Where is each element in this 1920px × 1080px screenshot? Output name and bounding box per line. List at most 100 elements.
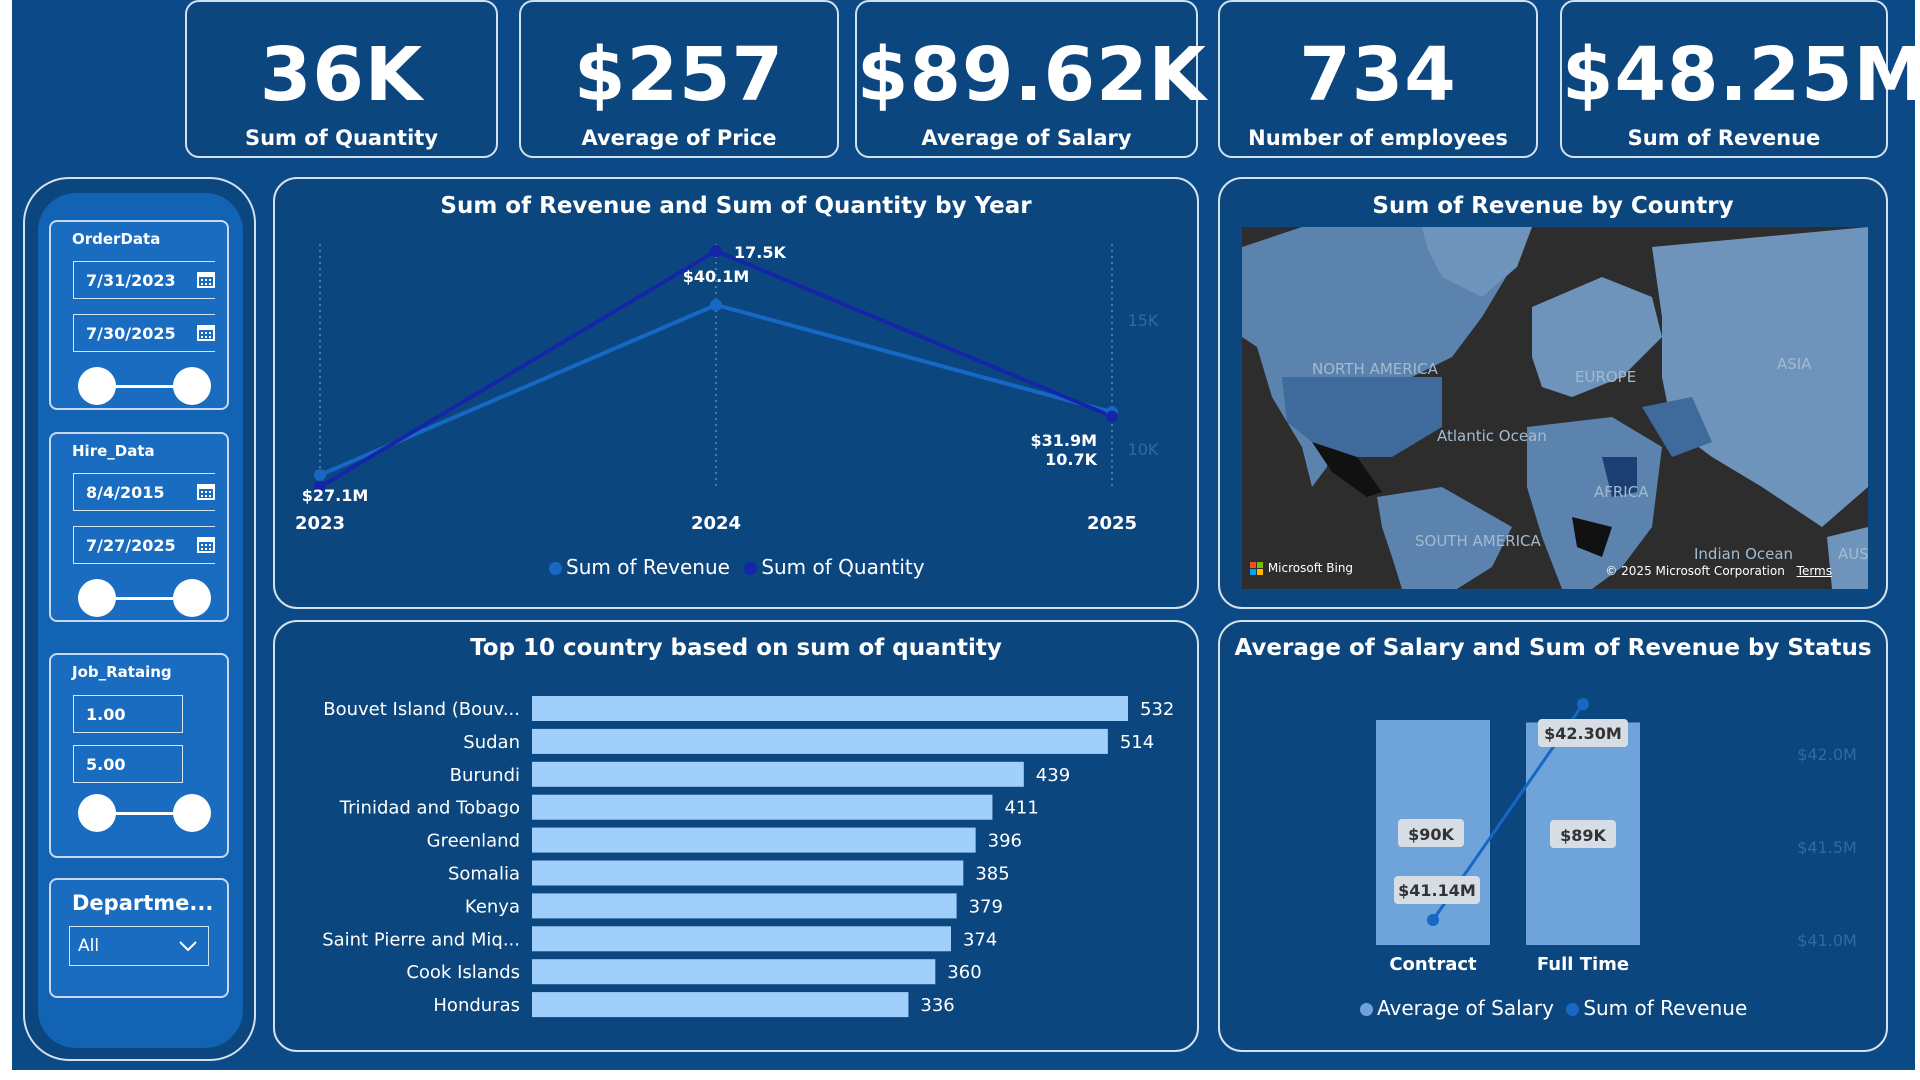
hire-end-date-input[interactable]: 7/27/2025 bbox=[73, 526, 215, 564]
x-tick-label: Full Time bbox=[1537, 954, 1629, 975]
slicer-title: Hire_Data bbox=[72, 442, 155, 460]
microsoft-logo-icon bbox=[1250, 561, 1263, 575]
bar-chart-card[interactable]: Top 10 country based on sum of quantity … bbox=[273, 620, 1199, 1052]
data-label-salary: $90K bbox=[1408, 825, 1454, 844]
axis-tick-right: 15K bbox=[1128, 311, 1159, 330]
bar-value-label: 360 bbox=[947, 962, 981, 983]
calendar-icon[interactable] bbox=[197, 270, 215, 288]
kpi-value: $257 bbox=[574, 32, 784, 118]
category-label: Saint Pierre and Miq... bbox=[322, 929, 520, 950]
data-label-revenue: $27.1M bbox=[302, 486, 369, 505]
hire-start-date-input[interactable]: 8/4/2015 bbox=[73, 473, 215, 511]
landmass-asia bbox=[1652, 227, 1868, 527]
calendar-icon[interactable] bbox=[197, 323, 215, 341]
point-quantity bbox=[710, 245, 722, 257]
slicer-title: Departme... bbox=[72, 891, 214, 915]
map-card[interactable]: Sum of Revenue by Country NORTH AMERICA … bbox=[1218, 177, 1888, 609]
kpi-card-employees[interactable]: 734 Number of employees bbox=[1218, 0, 1538, 158]
landmass-southern-africa bbox=[1572, 517, 1612, 557]
point-revenue bbox=[710, 299, 722, 311]
legend-dot bbox=[1566, 1003, 1580, 1016]
date-value: 7/30/2025 bbox=[86, 324, 176, 343]
axis-tick-right: $42.0M bbox=[1797, 745, 1857, 764]
chart-legend: Sum of Revenue Sum of Quantity bbox=[549, 555, 925, 579]
kpi-label: Number of employees bbox=[1248, 126, 1508, 150]
bar bbox=[532, 860, 964, 886]
range-slider-max-handle[interactable] bbox=[173, 367, 211, 405]
bing-logo: Microsoft Bing bbox=[1250, 561, 1353, 576]
category-label: Burundi bbox=[450, 765, 520, 786]
point-quantity bbox=[1106, 410, 1118, 423]
order-end-date-input[interactable]: 7/30/2025 bbox=[73, 314, 215, 352]
landmass-greenland bbox=[1422, 227, 1532, 297]
bar-value-label: 514 bbox=[1120, 732, 1154, 753]
slicer-job-rating[interactable]: Job_Rataing 1.00 5.00 bbox=[49, 653, 229, 858]
map-label: AFRICA bbox=[1594, 483, 1649, 501]
map-label: AUST bbox=[1838, 545, 1868, 563]
range-slider-max-handle[interactable] bbox=[173, 579, 211, 617]
range-slider-min-handle[interactable] bbox=[78, 367, 116, 405]
calendar-icon[interactable] bbox=[197, 482, 215, 500]
slicer-order-date[interactable]: OrderData 7/31/2023 7/30/2025 bbox=[49, 220, 229, 410]
range-slider-min-handle[interactable] bbox=[78, 579, 116, 617]
department-dropdown[interactable]: All bbox=[69, 926, 209, 966]
chart-title: Sum of Revenue and Sum of Quantity by Ye… bbox=[440, 193, 1032, 219]
range-slider-track[interactable] bbox=[95, 385, 190, 388]
bar-series-group: Bouvet Island (Bouv... 532 Sudan 514 Burundi… bbox=[322, 696, 1174, 1018]
status-series-group: $90K $89K $41.14M $42.30M Contract Full Time bbox=[1376, 698, 1640, 975]
category-label: Trinidad and Tobago bbox=[339, 798, 520, 819]
landmass-mexico bbox=[1312, 442, 1382, 497]
point-quantity bbox=[314, 481, 326, 493]
order-start-date-input[interactable]: 7/31/2023 bbox=[73, 261, 215, 299]
status-chart-card[interactable]: Average of Salary and Sum of Revenue by … bbox=[1218, 620, 1888, 1052]
legend-item-quantity: Sum of Quantity bbox=[744, 555, 925, 579]
rating-min-input[interactable]: 1.00 bbox=[73, 695, 183, 733]
rating-max-input[interactable]: 5.00 bbox=[73, 745, 183, 783]
range-slider-track[interactable] bbox=[95, 597, 190, 600]
landmass-south-america bbox=[1377, 487, 1512, 589]
category-label: Somalia bbox=[448, 864, 520, 885]
point-revenue bbox=[314, 469, 326, 481]
category-label: Honduras bbox=[433, 995, 520, 1016]
kpi-card-revenue[interactable]: $48.25M Sum of Revenue bbox=[1560, 0, 1920, 158]
kpi-card-quantity[interactable]: 36K Sum of Quantity bbox=[185, 0, 498, 158]
category-label: Kenya bbox=[465, 896, 520, 917]
kpi-label: Sum of Quantity bbox=[244, 126, 439, 150]
slicer-department[interactable]: Departme... All bbox=[49, 878, 229, 998]
legend-dot bbox=[744, 562, 758, 575]
line-chart-card[interactable]: Sum of Revenue and Sum of Quantity by Ye… bbox=[273, 177, 1199, 609]
world-map[interactable]: NORTH AMERICA EUROPE ASIA Atlantic Ocean… bbox=[1242, 227, 1868, 589]
range-slider-track[interactable] bbox=[95, 812, 190, 815]
category-label: Cook Islands bbox=[406, 962, 520, 983]
x-tick-label: 2024 bbox=[691, 513, 741, 534]
bar-chart: Bouvet Island (Bouv... 532 Sudan 514 Burundi… bbox=[322, 696, 1174, 1018]
data-label-salary: $89K bbox=[1560, 826, 1606, 845]
line-series-group: $27.1M $40.1M $31.9M 17.5K 10.7K 2023 2024 2025 bbox=[295, 243, 1137, 534]
calendar-icon[interactable] bbox=[197, 535, 215, 553]
bar bbox=[532, 761, 1024, 787]
map-label: ASIA bbox=[1777, 355, 1812, 373]
x-tick-label: 2023 bbox=[295, 513, 345, 534]
kpi-label: Sum of Revenue bbox=[1627, 126, 1821, 150]
chevron-down-icon[interactable] bbox=[178, 940, 198, 952]
map-label: Indian Ocean bbox=[1694, 545, 1794, 563]
range-slider-max-handle[interactable] bbox=[173, 794, 211, 832]
landmass-usa bbox=[1282, 377, 1442, 457]
kpi-card-salary[interactable]: $89.62K Average of Salary bbox=[855, 0, 1206, 158]
kpi-label: Average of Price bbox=[581, 126, 777, 150]
data-label-revenue: $40.1M bbox=[683, 267, 750, 286]
bar bbox=[532, 728, 1108, 754]
date-value: 7/27/2025 bbox=[86, 536, 176, 555]
axis-tick-right: $41.5M bbox=[1797, 838, 1857, 857]
bar-value-label: 411 bbox=[1004, 798, 1038, 819]
terms-link[interactable]: Terms bbox=[1796, 564, 1832, 578]
slicer-hire-date[interactable]: Hire_Data 8/4/2015 7/27/2025 bbox=[49, 432, 229, 622]
bar bbox=[532, 794, 993, 820]
date-value: 7/31/2023 bbox=[86, 271, 176, 290]
range-slider-min-handle[interactable] bbox=[78, 794, 116, 832]
data-label-box bbox=[1394, 876, 1480, 904]
x-tick-label: Contract bbox=[1389, 954, 1477, 975]
chart-legend: Average of Salary Sum of Revenue bbox=[1360, 996, 1747, 1020]
kpi-card-price[interactable]: $257 Average of Price bbox=[519, 0, 839, 158]
legend-item-revenue: Sum of Revenue bbox=[1566, 996, 1747, 1020]
